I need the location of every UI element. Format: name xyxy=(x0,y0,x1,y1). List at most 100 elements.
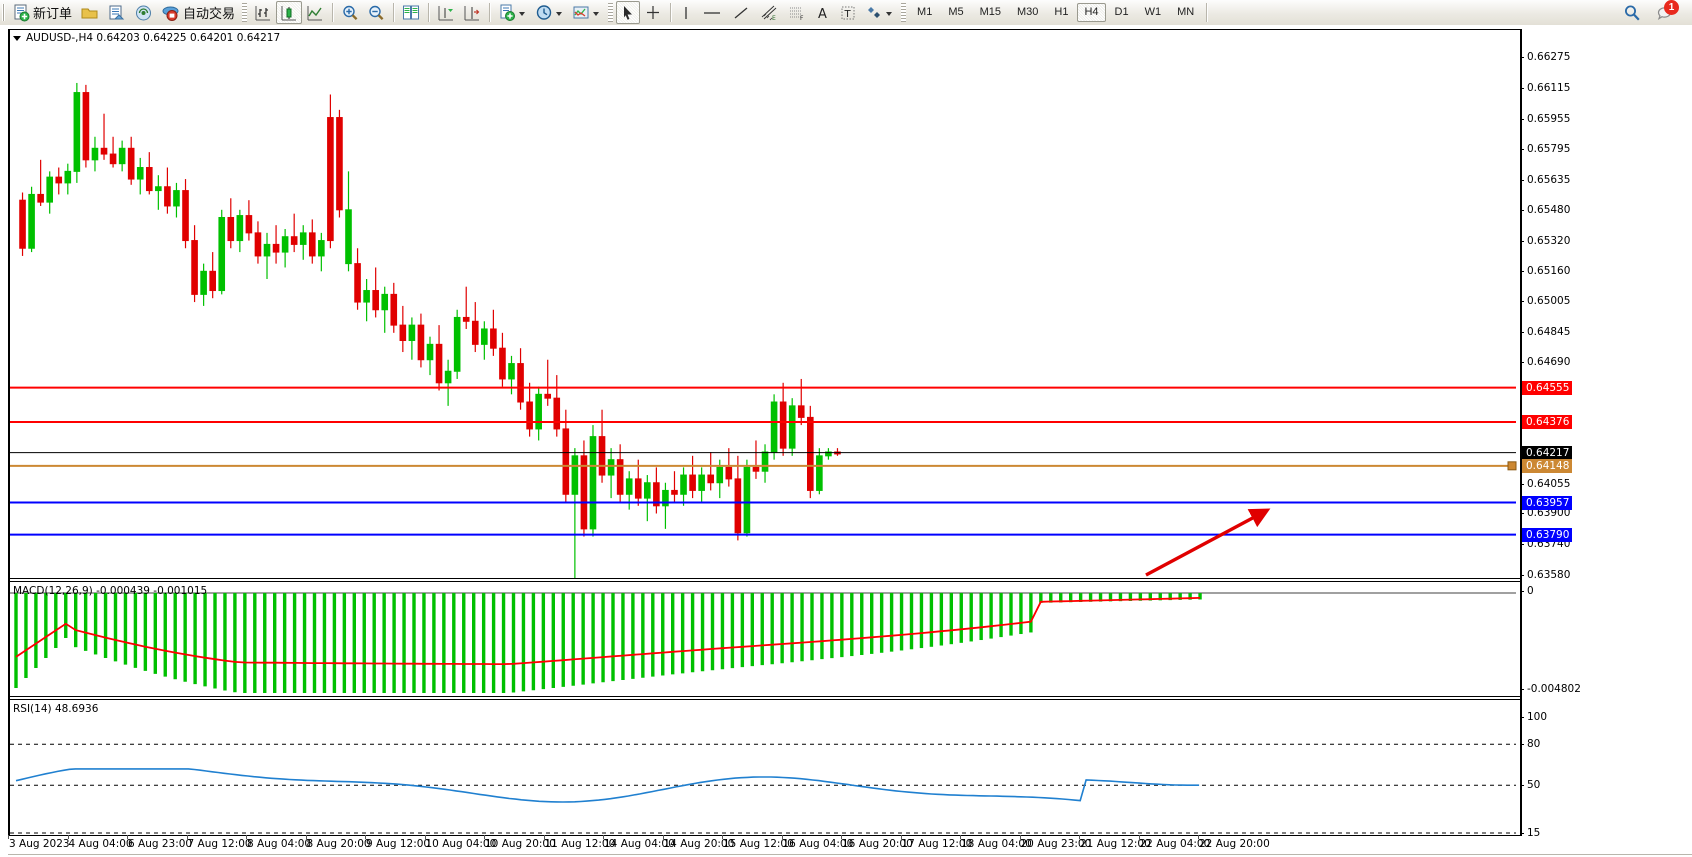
time-tick xyxy=(960,835,961,839)
vertical-line-tool[interactable] xyxy=(675,1,697,24)
chevron-down-icon[interactable] xyxy=(519,11,526,16)
time-axis-label: 14 Aug 20:00 xyxy=(663,838,735,850)
period-button[interactable] xyxy=(531,1,568,24)
chevron-down-icon[interactable] xyxy=(593,11,600,16)
trendline-tool[interactable] xyxy=(727,1,755,24)
text-tool[interactable]: A xyxy=(811,1,835,24)
time-axis-label: 11 Aug 12:00 xyxy=(544,838,616,850)
price-level-label-current-price[interactable]: 0.64217 xyxy=(1522,445,1573,460)
price-axis[interactable]: 0.66275 0.66115 0.65955 0.65795 0.65635 0.654… xyxy=(1520,29,1692,839)
timeframe-m30[interactable]: M30 xyxy=(1017,6,1039,18)
timeframe-group: M1 M5 M15 M30 H1 H4 D1 W1 MN xyxy=(909,3,1202,22)
toolbar-separator-4 xyxy=(489,3,491,22)
auto-scroll-button[interactable] xyxy=(459,1,485,24)
time-tick xyxy=(127,835,128,839)
price-tick xyxy=(1520,331,1524,333)
toolbar-grip-4[interactable] xyxy=(901,3,907,22)
line-chart-button[interactable] xyxy=(302,1,328,24)
signals-button[interactable] xyxy=(130,1,157,24)
time-axis-label: 3 Aug 2023 xyxy=(9,838,70,850)
shapes-icon xyxy=(868,6,881,18)
time-axis[interactable]: 3 Aug 2023 4 Aug 04:00 6 Aug 23:00 7 Aug 12… xyxy=(8,835,1692,857)
template-icon xyxy=(500,4,516,21)
chart-menu-caret-icon[interactable] xyxy=(13,36,21,41)
zoom-out-button[interactable] xyxy=(363,1,389,24)
time-tick xyxy=(365,835,366,839)
timeframe-m15[interactable]: M15 xyxy=(979,6,1001,18)
price-level-label-support[interactable]: 0.63790 xyxy=(1522,527,1573,542)
time-tick xyxy=(1079,835,1080,839)
price-tick xyxy=(1520,833,1524,834)
macd-group xyxy=(10,592,1516,693)
fibonacci-tool[interactable]: F xyxy=(783,1,811,24)
rsi-level-label-15: 15 xyxy=(1527,827,1541,839)
templates-button[interactable] xyxy=(494,1,531,24)
price-tick-label: 0.63580 xyxy=(1527,569,1571,581)
vertical-line-icon xyxy=(685,6,687,19)
price-tick-label: 0.65480 xyxy=(1527,203,1571,216)
timeframe-h4[interactable]: H4 xyxy=(1077,3,1106,22)
price-tick-label: 0.65320 xyxy=(1527,234,1571,247)
chart-shift-button[interactable] xyxy=(433,1,459,24)
timeframe-mn[interactable]: MN xyxy=(1177,6,1195,18)
signal-icon xyxy=(136,5,152,20)
price-axis-line xyxy=(1520,29,1522,835)
autotrading-button[interactable]: 自动交易 xyxy=(157,1,239,24)
time-tick xyxy=(8,835,9,839)
bar-chart-button[interactable] xyxy=(250,1,276,24)
svg-text:E: E xyxy=(772,15,776,22)
data-window-button[interactable] xyxy=(76,1,103,24)
candlestick-chart-button[interactable] xyxy=(276,1,303,24)
timeframe-h1[interactable]: H1 xyxy=(1054,6,1069,18)
notification-badge-wrap[interactable]: 1 xyxy=(1656,0,1679,23)
search-button[interactable] xyxy=(1618,1,1646,24)
chevron-down-icon[interactable] xyxy=(556,11,563,16)
time-tick xyxy=(722,835,723,839)
tile-windows-button[interactable] xyxy=(398,1,424,24)
time-tick xyxy=(603,835,604,839)
shapes-tool[interactable] xyxy=(861,1,898,24)
chart-window[interactable]: AUDUSD-,H4 0.64203 0.64225 0.64201 0.642… xyxy=(0,25,1692,855)
equidistant-channel-tool[interactable]: E xyxy=(755,1,783,24)
chevron-down-icon[interactable] xyxy=(886,11,893,16)
autotrading-label: 自动交易 xyxy=(183,7,236,22)
macd-indicator-label: MACD(12,26,9) -0.000439 -0.001015 xyxy=(13,585,208,597)
price-level-label-support[interactable]: 0.63957 xyxy=(1522,495,1573,510)
zoom-in-button[interactable] xyxy=(337,1,363,24)
terminal-button[interactable] xyxy=(103,1,130,24)
new-order-label: 新订单 xyxy=(33,7,73,22)
text-icon: A xyxy=(818,7,827,22)
price-level-label-resistance[interactable]: 0.64555 xyxy=(1522,380,1573,395)
time-axis-label: 10 Aug 20:00 xyxy=(485,838,556,850)
label-tool[interactable]: T xyxy=(835,1,861,24)
cursor-tool[interactable] xyxy=(616,1,641,24)
main-toolbar: 新订单 xyxy=(0,0,1692,26)
horizontal-line-tool[interactable] xyxy=(697,1,727,24)
price-level-label-pending-order[interactable]: 0.64148 xyxy=(1522,458,1573,473)
price-tick xyxy=(1520,361,1524,363)
time-tick xyxy=(781,835,783,839)
timeframe-w1[interactable]: W1 xyxy=(1144,6,1162,18)
clock-icon xyxy=(536,4,552,20)
indicators-button[interactable] xyxy=(568,1,605,24)
candlestick-icon xyxy=(281,5,297,20)
price-level-label-resistance[interactable]: 0.64376 xyxy=(1522,415,1573,429)
bullish-trend-arrow xyxy=(1145,508,1271,577)
timeframe-m1[interactable]: M1 xyxy=(917,6,933,18)
horizontal-line-icon xyxy=(704,11,721,14)
timeframe-d1[interactable]: D1 xyxy=(1114,6,1129,18)
new-order-button[interactable]: 新订单 xyxy=(8,1,76,24)
price-tick xyxy=(1520,209,1524,211)
rsi-group xyxy=(10,743,1516,834)
time-tick xyxy=(662,835,664,839)
notifications-button[interactable]: 1 xyxy=(1652,0,1682,24)
toolbar-grip-3[interactable] xyxy=(608,3,614,22)
toolbar-separator-3 xyxy=(428,3,430,22)
crosshair-tool[interactable] xyxy=(640,1,666,24)
price-tick xyxy=(1520,591,1524,592)
toolbar-grip[interactable] xyxy=(2,4,5,21)
toolbar-grip-2[interactable] xyxy=(242,3,248,22)
timeframe-m5[interactable]: M5 xyxy=(948,6,964,18)
text-label-icon: T xyxy=(841,6,855,20)
svg-text:A: A xyxy=(818,7,827,22)
